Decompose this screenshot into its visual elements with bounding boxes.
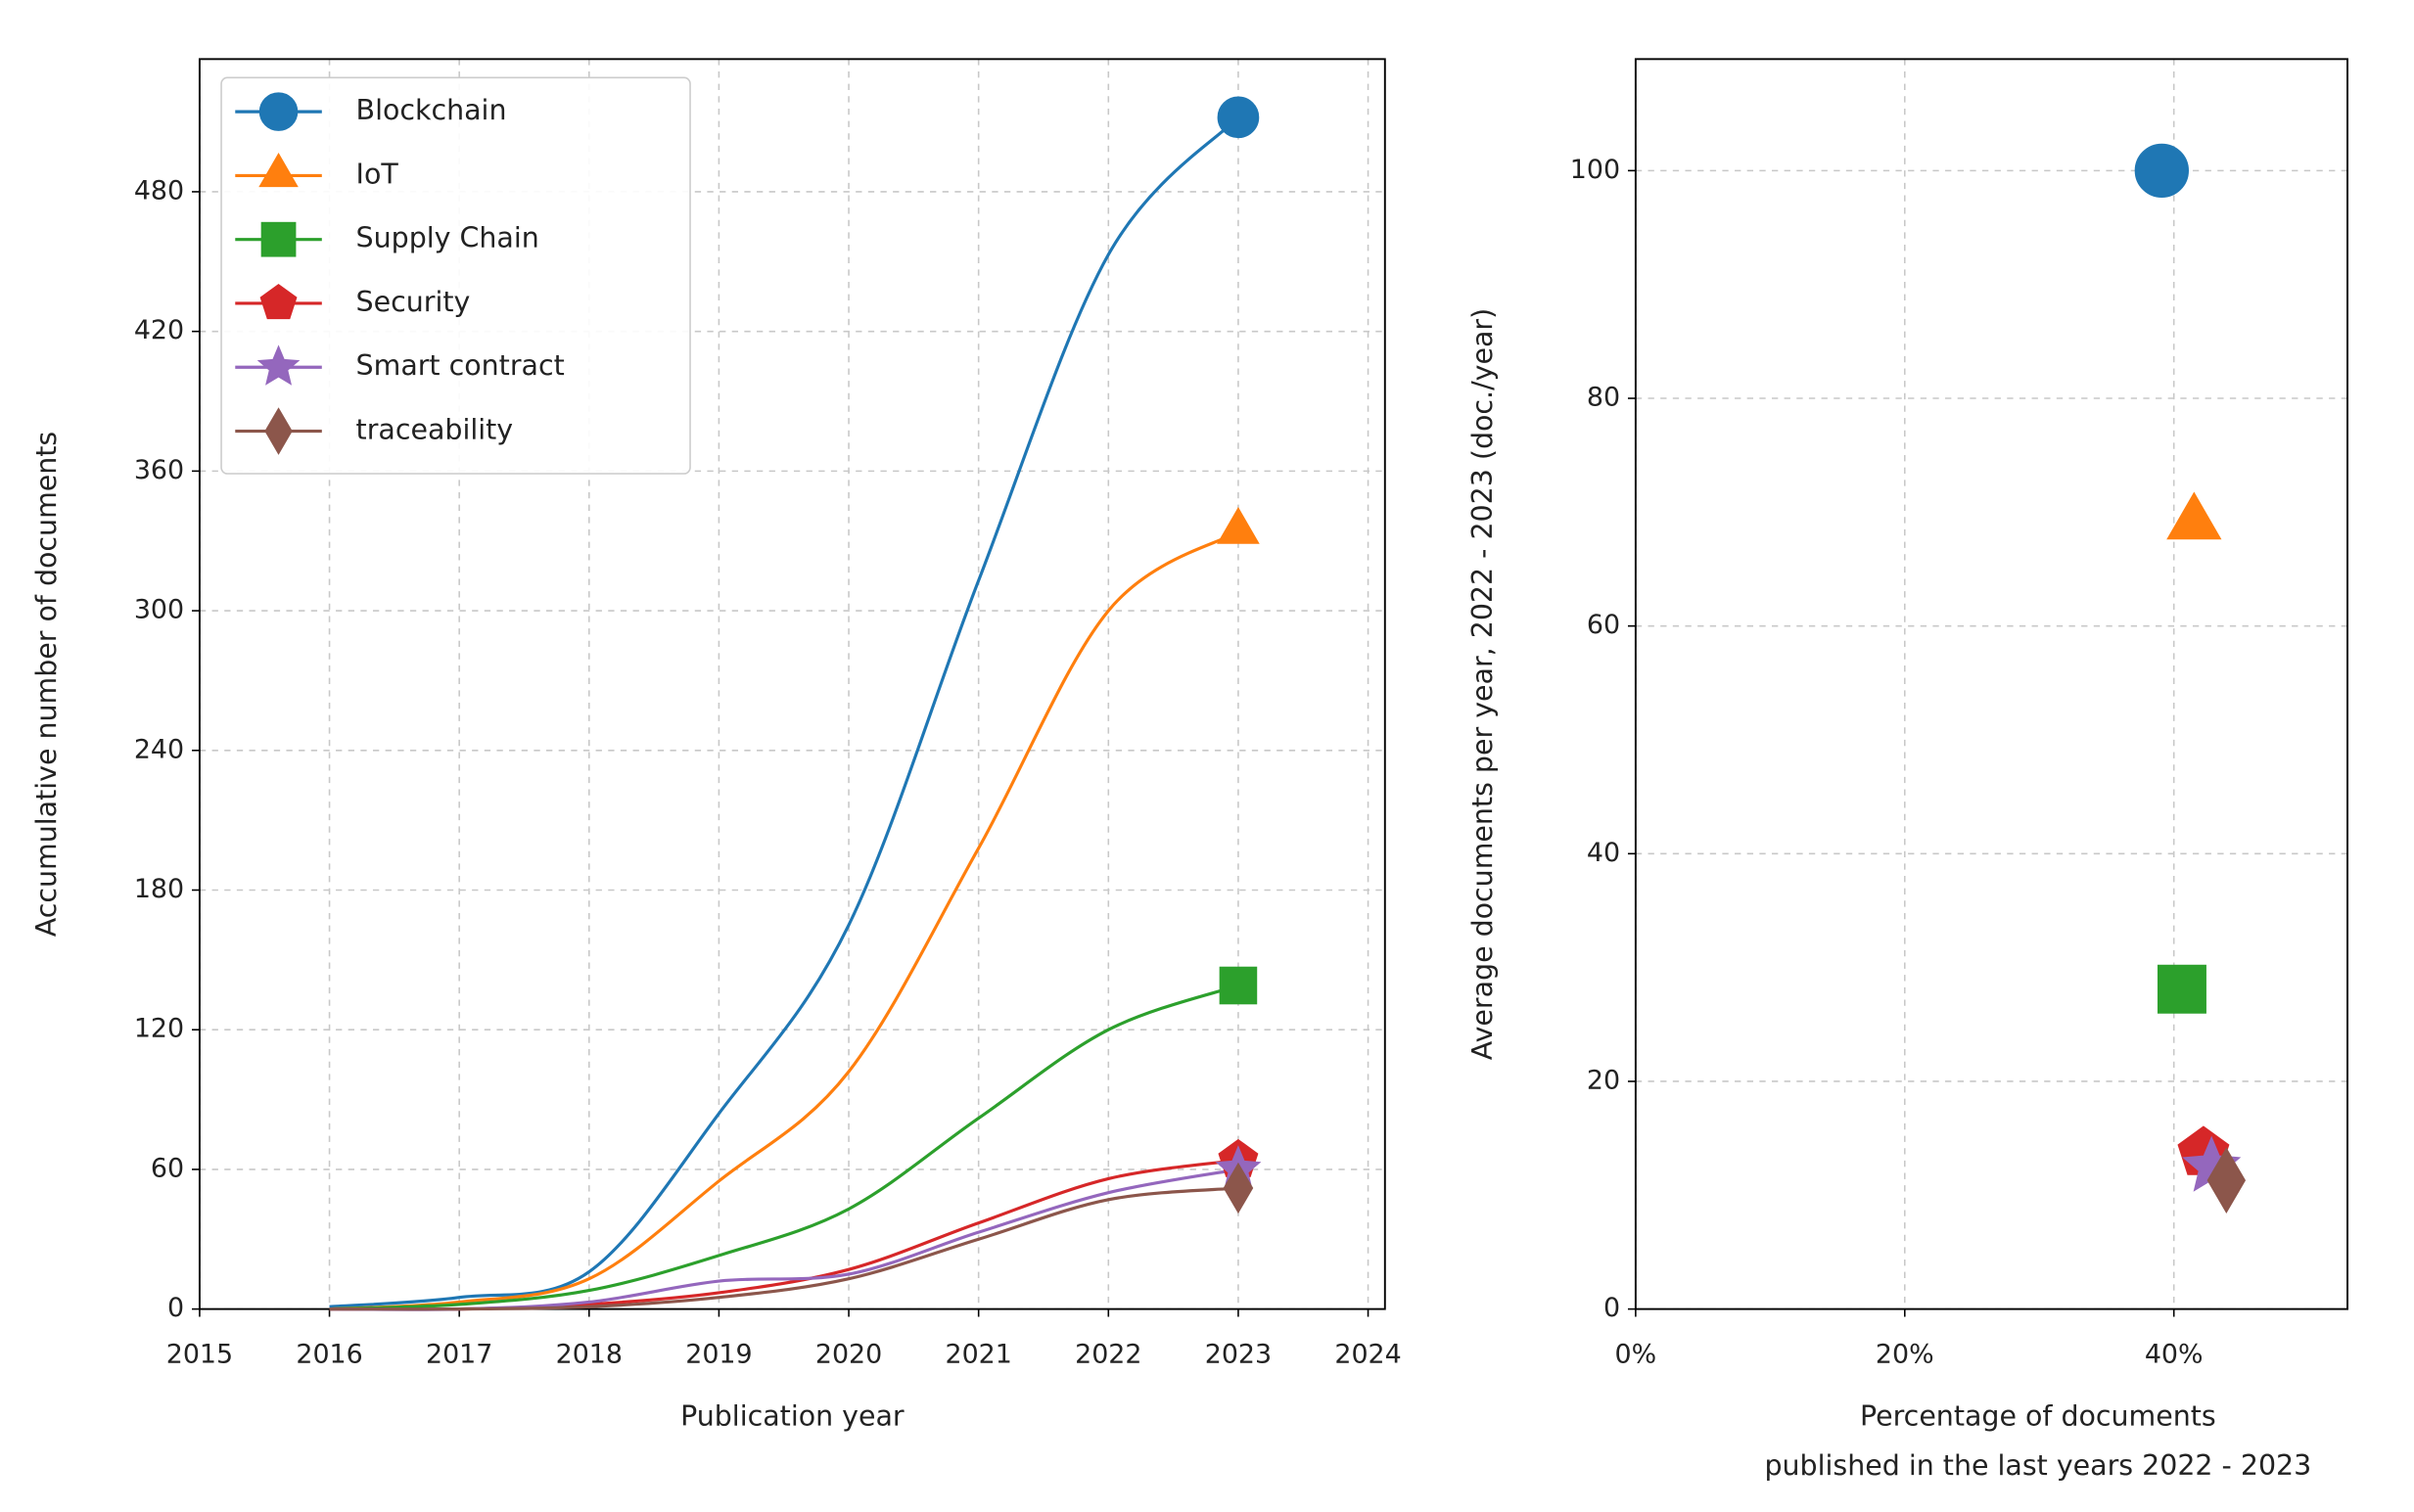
y-tick-label: 0 <box>167 1293 184 1323</box>
x-tick-label: 0% <box>1615 1340 1657 1370</box>
marker <box>2134 143 2189 199</box>
legend-marker <box>264 407 293 455</box>
legend-marker <box>259 284 298 320</box>
y-tick-label: 300 <box>134 595 184 625</box>
legend-label: Supply Chain <box>356 222 539 254</box>
legend-label: Security <box>356 286 471 318</box>
x-tick-label: 2024 <box>1334 1340 1401 1370</box>
series-line <box>329 115 1240 1308</box>
x-tick-label: 2015 <box>166 1340 233 1370</box>
legend-label: Smart contract <box>356 349 565 382</box>
y-tick-label: 20 <box>1587 1065 1620 1095</box>
series-line <box>329 984 1239 1311</box>
marker <box>1223 1162 1254 1214</box>
x-axis-label: Percentage of documents <box>1860 1399 2216 1432</box>
y-tick-label: 100 <box>1570 155 1620 185</box>
y-tick-label: 80 <box>1587 383 1620 413</box>
y-tick-label: 120 <box>134 1014 184 1044</box>
x-tick-label: 40% <box>2145 1340 2204 1370</box>
legend-marker <box>258 92 299 131</box>
legend-marker <box>260 221 297 257</box>
x-tick-label: 2019 <box>685 1340 752 1370</box>
y-tick-label: 480 <box>134 175 184 206</box>
y-tick-label: 180 <box>134 874 184 904</box>
series-line <box>329 529 1239 1311</box>
marker <box>1217 96 1260 139</box>
y-tick-label: 40 <box>1587 838 1620 868</box>
legend-marker <box>258 152 299 188</box>
plot-frame <box>198 58 1386 1310</box>
x-tick-label: 2017 <box>426 1340 492 1370</box>
marker <box>1219 966 1258 1005</box>
x-tick-label: 2016 <box>296 1340 362 1370</box>
x-tick-label: 2018 <box>556 1340 623 1370</box>
x-tick-label: 2023 <box>1205 1340 1272 1370</box>
marker <box>2166 491 2222 540</box>
x-axis-label: published in the last years 2022 - 2023 <box>1764 1449 2311 1482</box>
x-tick-label: 2022 <box>1075 1340 1141 1370</box>
y-tick-label: 420 <box>134 315 184 345</box>
y-tick-label: 240 <box>134 734 184 764</box>
x-axis-label: Publication year <box>680 1399 905 1432</box>
x-tick-label: 20% <box>1876 1340 1934 1370</box>
series-line <box>329 1186 1239 1311</box>
legend-label: IoT <box>356 158 399 190</box>
y-tick-label: 360 <box>134 455 184 485</box>
marker <box>2206 1147 2247 1214</box>
y-axis-label: Accumulative number of documents <box>30 432 63 937</box>
x-tick-label: 2020 <box>815 1340 882 1370</box>
y-tick-label: 60 <box>1587 610 1620 640</box>
legend-label: traceability <box>356 414 514 446</box>
marker <box>1217 506 1260 544</box>
y-tick-label: 0 <box>1603 1293 1620 1323</box>
x-tick-label: 2021 <box>945 1340 1011 1370</box>
legend-marker <box>256 344 301 386</box>
legend-box <box>220 76 691 475</box>
y-tick-label: 60 <box>151 1153 184 1183</box>
y-axis-label: Average documents per year, 2022 - 2023 … <box>1466 308 1499 1060</box>
marker <box>2157 964 2206 1014</box>
legend-label: Blockchain <box>356 94 507 126</box>
plot-frame <box>1634 58 2348 1310</box>
